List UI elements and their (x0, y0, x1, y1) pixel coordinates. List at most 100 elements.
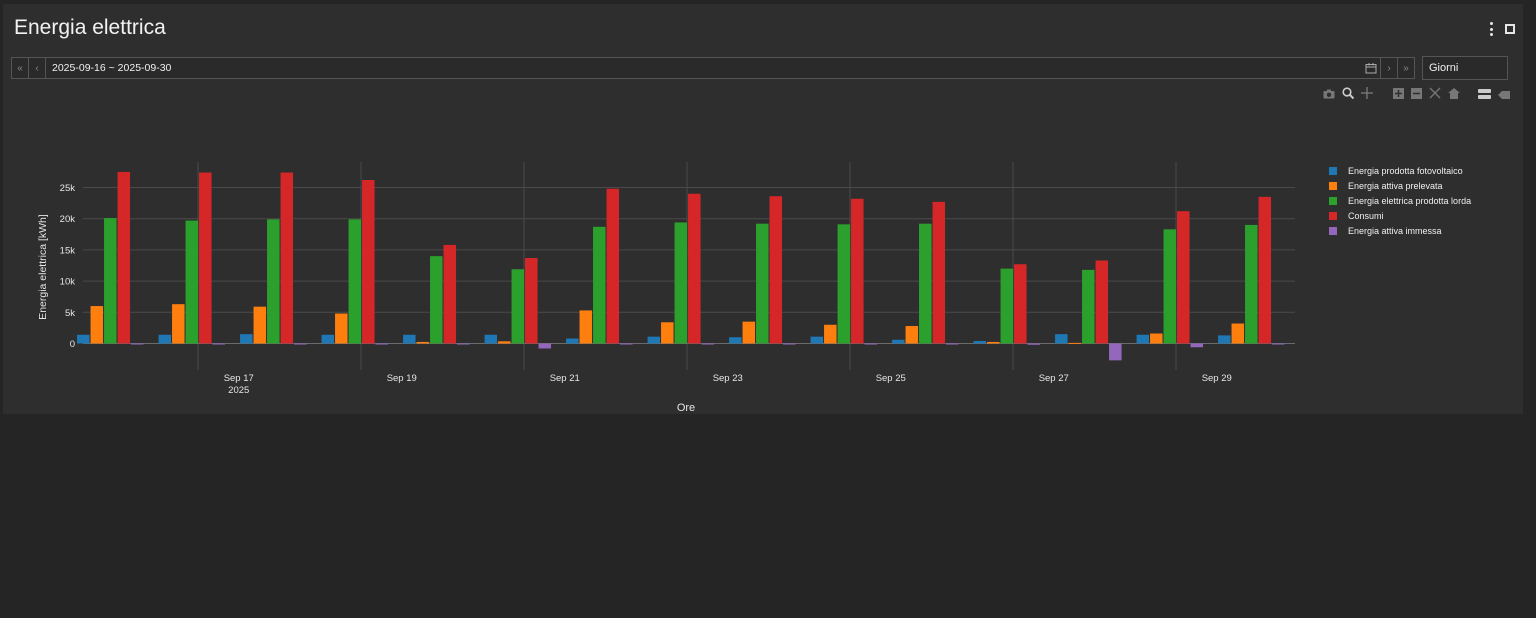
bar (525, 258, 538, 344)
previous-period-button[interactable]: ‹ (29, 58, 46, 78)
bar (905, 326, 919, 344)
y-tick-label: 20k (60, 214, 76, 225)
bar (566, 338, 579, 344)
reset-axes-icon[interactable] (1448, 86, 1460, 104)
bar (1163, 229, 1177, 344)
bar (1068, 342, 1082, 344)
y-tick-label: 0 (70, 339, 75, 350)
bar (321, 334, 335, 344)
bar (837, 224, 851, 344)
bar (212, 343, 226, 345)
legend-label: Energia elettrica prodotta lorda (1348, 195, 1472, 206)
y-tick-label: 15k (60, 245, 76, 256)
x-tick-label: Sep 17 (224, 373, 254, 384)
bar (199, 172, 212, 344)
card-title: Energia elettrica (14, 16, 166, 39)
bar (701, 343, 715, 345)
bar (1055, 334, 1068, 344)
date-range-picker[interactable]: « ‹ 2025-09-16 ~ 2025-09-30 › » (11, 57, 1415, 79)
last-period-button[interactable]: » (1397, 58, 1414, 78)
compare-hover-icon[interactable] (1498, 86, 1510, 104)
zoom-icon[interactable] (1342, 86, 1355, 104)
bar (104, 218, 117, 344)
bar (661, 322, 674, 344)
bar (1095, 260, 1109, 344)
bar (185, 220, 199, 344)
bar (932, 201, 946, 344)
legend-label: Energia attiva immessa (1348, 225, 1442, 236)
pan-icon[interactable] (1361, 86, 1373, 104)
bar (416, 341, 430, 344)
legend-item[interactable]: Energia elettrica prodotta lorda (1329, 193, 1471, 208)
bar (810, 336, 824, 344)
legend-swatch (1329, 181, 1337, 190)
bar (892, 339, 905, 344)
bar (946, 343, 959, 345)
spike-lines-icon[interactable] (1478, 86, 1491, 104)
legend-item[interactable]: Energia attiva immessa (1329, 223, 1471, 238)
legend-item[interactable]: Consumi (1329, 208, 1471, 223)
legend-label: Energia prodotta fotovoltaico (1348, 165, 1463, 176)
bar (117, 171, 131, 344)
bar (647, 336, 661, 344)
bar (131, 343, 144, 345)
y-axis-title: Energia elettrica [kWh] (37, 214, 49, 320)
bar (498, 341, 511, 344)
bar (443, 244, 457, 344)
bar (158, 334, 172, 344)
x-tick-label: Sep 23 (713, 373, 743, 384)
bar (335, 313, 348, 344)
autoscale-icon[interactable] (1429, 86, 1441, 104)
legend-item[interactable]: Energia prodotta fotovoltaico (1329, 163, 1471, 178)
bar (620, 343, 633, 345)
bar (253, 306, 267, 344)
x-tick-label: Sep 27 (1039, 373, 1069, 384)
bar (824, 324, 837, 344)
bar (783, 343, 796, 345)
bar (430, 256, 443, 344)
first-period-button[interactable]: « (12, 58, 29, 78)
bar (1258, 196, 1272, 344)
bar (484, 334, 498, 344)
card-actions (1489, 22, 1515, 36)
bar (280, 172, 294, 344)
date-range-value[interactable]: 2025-09-16 ~ 2025-09-30 (52, 62, 172, 74)
bar (674, 222, 688, 344)
bar (1000, 268, 1014, 344)
legend-item[interactable]: Energia attiva prelevata (1329, 178, 1471, 193)
chart-legend: Energia prodotta fotovoltaico Energia att… (1329, 163, 1471, 238)
bar (742, 321, 756, 344)
bar (1190, 343, 1204, 348)
fullscreen-icon[interactable] (1505, 24, 1515, 34)
bar (973, 341, 987, 344)
bar (1177, 211, 1190, 344)
x-tick-label: Sep 19 (387, 373, 417, 384)
legend-swatch (1329, 226, 1337, 235)
bar (919, 223, 932, 344)
legend-swatch (1329, 166, 1337, 175)
bar (593, 226, 606, 344)
y-tick-label: 5k (65, 308, 75, 319)
bar (538, 343, 552, 349)
legend-swatch (1329, 196, 1337, 205)
bar (1082, 269, 1095, 344)
bar (511, 269, 525, 344)
bar (987, 341, 1000, 344)
next-period-button[interactable]: › (1380, 58, 1397, 78)
more-vertical-icon[interactable] (1489, 22, 1493, 36)
zoom-in-icon[interactable] (1393, 86, 1404, 104)
bar (90, 306, 104, 344)
calendar-icon[interactable] (1362, 62, 1380, 74)
chart-modebar (1323, 86, 1510, 104)
bar (267, 219, 280, 344)
camera-icon[interactable] (1323, 86, 1335, 104)
aggregation-select[interactable]: Giorni (1422, 56, 1508, 80)
legend-label: Energia attiva prelevata (1348, 180, 1443, 191)
zoom-out-icon[interactable] (1411, 86, 1422, 104)
bar (1109, 343, 1122, 361)
x-tick-label: Sep 21 (550, 373, 580, 384)
bar (362, 180, 375, 344)
bar (579, 310, 593, 344)
bar (375, 343, 389, 345)
bar (1136, 334, 1150, 344)
